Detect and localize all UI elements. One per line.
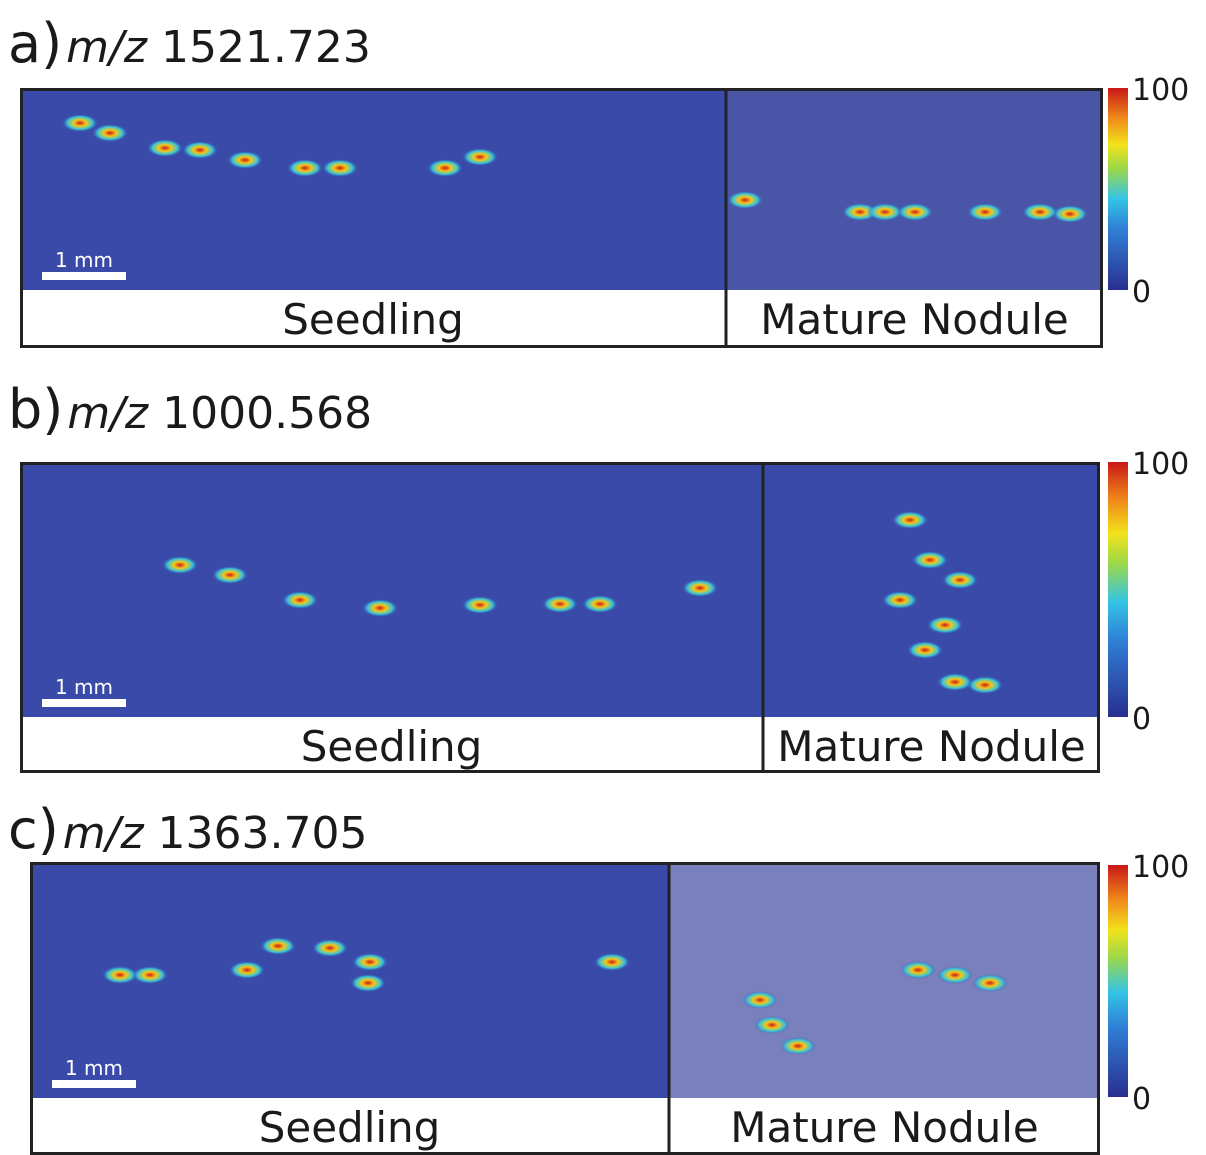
intensity-spot	[897, 203, 933, 221]
colorbar	[1108, 88, 1128, 290]
intensity-spot	[582, 595, 618, 613]
panel-title: a)m/z 1521.723	[8, 12, 371, 75]
intensity-spot	[682, 579, 718, 597]
intensity-spot	[594, 953, 630, 971]
colorbar-max: 100	[1132, 73, 1189, 108]
intensity-spot	[282, 591, 318, 609]
intensity-spot	[92, 124, 128, 142]
seedling-image	[20, 88, 726, 290]
intensity-spot	[322, 159, 358, 177]
intensity-spot	[227, 151, 263, 169]
intensity-spot	[542, 595, 578, 613]
intensity-spot	[780, 1037, 816, 1055]
intensity-spot	[907, 641, 943, 659]
seedling-image	[20, 462, 763, 717]
intensity-spot	[312, 939, 348, 957]
scale-bar	[42, 699, 126, 707]
scale-bar	[42, 272, 126, 280]
scale-bar-label: 1 mm	[65, 1056, 123, 1080]
intensity-spot	[942, 571, 978, 589]
nodule-image	[763, 462, 1100, 717]
mz-value: 1521.723	[161, 22, 371, 73]
nodule-label: Mature Nodule	[760, 295, 1069, 344]
intensity-spot	[212, 566, 248, 584]
mz-value: 1363.705	[158, 808, 368, 859]
colorbar-min: 0	[1132, 702, 1151, 737]
colorbar-max: 100	[1132, 850, 1189, 885]
intensity-spot	[462, 596, 498, 614]
intensity-spot	[352, 953, 388, 971]
colorbar-max: 100	[1132, 447, 1189, 482]
colorbar	[1108, 462, 1128, 717]
nodule-image	[669, 862, 1100, 1098]
intensity-spot	[260, 937, 296, 955]
panel-label: c)	[8, 798, 59, 861]
mz-prefix: m/z	[63, 808, 145, 859]
intensity-spot	[462, 148, 498, 166]
colorbar-min: 0	[1132, 275, 1151, 310]
intensity-spot	[162, 556, 198, 574]
scale-bar-label: 1 mm	[55, 248, 113, 272]
intensity-spot	[967, 676, 1003, 694]
intensity-spot	[967, 203, 1003, 221]
intensity-spot	[742, 991, 778, 1009]
panel-label: b)	[8, 378, 63, 441]
nodule-label: Mature Nodule	[730, 1103, 1039, 1152]
figure: a)m/z1521.7231 mmSeedlingMature Nodule10…	[0, 0, 1206, 1155]
intensity-spot	[362, 599, 398, 617]
intensity-spot	[62, 114, 98, 132]
intensity-spot	[900, 961, 936, 979]
nodule-image	[726, 88, 1103, 290]
intensity-spot	[147, 139, 183, 157]
intensity-spot	[350, 974, 386, 992]
intensity-spot	[427, 159, 463, 177]
intensity-spot	[892, 511, 928, 529]
intensity-spot	[132, 966, 168, 984]
intensity-spot	[229, 961, 265, 979]
panel-title: c)m/z 1363.705	[8, 798, 368, 861]
mz-value: 1000.568	[162, 388, 372, 439]
seedling-label: Seedling	[282, 295, 464, 344]
colorbar	[1108, 865, 1128, 1097]
intensity-spot	[937, 966, 973, 984]
panel-title: b)m/z 1000.568	[8, 378, 372, 441]
intensity-spot	[912, 551, 948, 569]
intensity-spot	[937, 673, 973, 691]
intensity-spot	[727, 191, 763, 209]
seedling-label: Seedling	[259, 1103, 441, 1152]
mz-prefix: m/z	[67, 388, 149, 439]
intensity-spot	[1022, 203, 1058, 221]
intensity-spot	[754, 1016, 790, 1034]
panel-label: a)	[8, 12, 62, 75]
intensity-spot	[287, 159, 323, 177]
intensity-spot	[927, 616, 963, 634]
intensity-spot	[972, 974, 1008, 992]
intensity-spot	[882, 591, 918, 609]
mz-prefix: m/z	[66, 22, 148, 73]
scale-bar	[52, 1080, 136, 1088]
seedling-label: Seedling	[301, 722, 483, 771]
intensity-spot	[182, 141, 218, 159]
scale-bar-label: 1 mm	[55, 675, 113, 699]
colorbar-min: 0	[1132, 1082, 1151, 1117]
nodule-label: Mature Nodule	[777, 722, 1086, 771]
